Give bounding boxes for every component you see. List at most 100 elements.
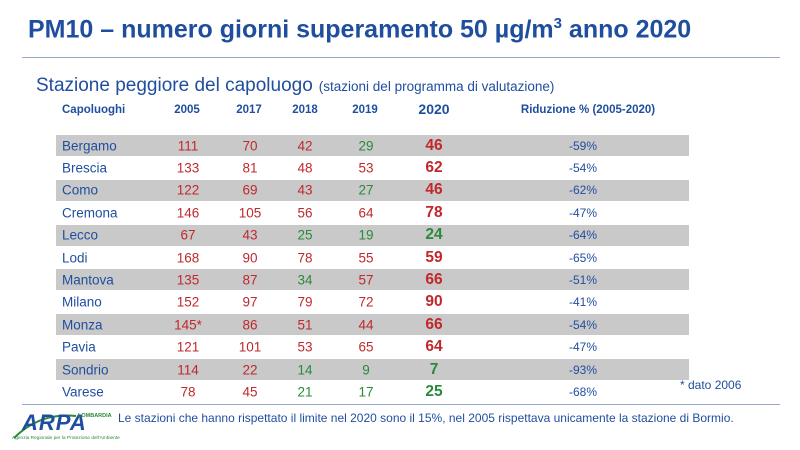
cell-v2020: 7 [429,360,439,378]
cell-v2019: 29 [358,138,374,153]
table-row: Lodi 168 90 78 55 59 -65% [56,247,689,268]
city-name: Milano [62,294,102,310]
city-name: Lodi [62,250,88,265]
title-divider [22,57,780,58]
cell-v2005: 111 [177,138,199,153]
table-row: Mantova 135 87 34 57 66 -51% [56,269,689,291]
cell-v2005: 133 [176,160,200,176]
table-row: Cremona 146 105 56 64 78 -47% [56,202,689,223]
cell-v2020: 66 [425,270,443,288]
cell-v2019: 57 [358,272,374,288]
cell-v2017: 22 [242,362,258,377]
cell-v2017: 101 [238,339,262,355]
cell-v2019: 53 [358,160,374,176]
cell-v2019: 72 [358,294,374,310]
arpa-logo-text: ARPA [22,410,87,435]
table-row: Lecco 67 43 25 19 24 -64% [56,224,689,246]
cell-reduction: -47% [568,205,598,220]
cell-v2020: 25 [425,382,443,400]
cell-v2005: 122 [176,182,200,198]
footer-divider [22,404,780,405]
city-name: Lecco [62,227,99,243]
cell-v2020: 66 [425,315,443,333]
cell-v2017: 97 [242,294,258,310]
header-reduction: Riduzione % (2005-2020) [520,104,656,116]
table-row: Bergamo 111 70 42 29 46 -59% [56,135,689,156]
header-2017: 2017 [236,104,262,116]
cell-reduction: -47% [568,340,598,355]
header-2020: 2020 [418,101,450,117]
header-city: Capoluoghi [62,104,126,116]
cell-v2019: 64 [358,205,374,221]
cell-v2019: 27 [358,182,374,198]
cell-v2018: 14 [297,362,313,377]
cell-v2018: 78 [297,250,313,265]
cell-v2005: 145* [174,317,202,333]
cell-v2018: 53 [297,339,313,355]
cell-v2019: 19 [358,227,374,243]
cell-v2017: 70 [242,138,258,153]
city-name: Monza [62,317,103,333]
cell-v2017: 69 [242,182,258,198]
city-name: Como [62,182,99,198]
subtitle-main: Stazione peggiore del capoluogo [36,75,313,96]
cell-v2020: 64 [425,338,443,356]
city-name: Sondrio [62,362,109,377]
cell-reduction: -59% [568,138,598,153]
table-row: Como 122 69 43 27 46 -62% [56,179,689,201]
cell-reduction: -51% [568,272,598,287]
cell-v2017: 87 [242,272,258,288]
cell-v2018: 56 [297,205,313,221]
table-row: Brescia 133 81 48 53 62 -54% [56,157,689,178]
cell-v2017: 43 [242,227,258,243]
cell-v2020: 24 [425,226,443,244]
header-2019: 2019 [352,104,378,116]
cell-v2018: 48 [297,160,313,176]
cell-v2018: 21 [297,384,313,400]
cell-reduction: -54% [568,317,598,332]
cell-reduction: -62% [568,183,598,198]
cell-v2005: 67 [180,227,196,243]
cell-v2019: 65 [358,339,374,355]
table-row: Pavia 121 101 53 65 64 -47% [56,337,689,358]
cell-v2019: 55 [358,250,374,265]
cell-v2018: 51 [297,317,313,333]
cell-v2018: 42 [297,138,313,153]
page-title: PM10 – numero giorni superamento 50 µg/m… [28,15,692,44]
cell-v2018: 43 [297,182,313,198]
cell-v2017: 45 [242,384,258,400]
header-2018: 2018 [292,104,318,116]
city-name: Brescia [62,160,108,176]
cell-v2018: 79 [297,294,313,310]
header-2005: 2005 [174,104,200,116]
cell-reduction: -65% [568,250,598,265]
arpa-logo-swoosh [13,414,77,439]
cell-v2019: 9 [362,362,370,377]
subtitle: Stazione peggiore del capoluogo (stazioni… [36,75,554,97]
cell-v2017: 86 [242,317,258,333]
cell-v2017: 90 [242,250,258,265]
city-name: Bergamo [62,138,117,153]
cell-v2020: 78 [425,203,443,221]
cell-reduction: -54% [568,160,598,175]
cell-v2019: 44 [358,317,374,333]
city-name: Pavia [62,339,96,355]
cell-v2019: 17 [358,384,374,400]
cell-v2020: 62 [425,158,443,176]
cell-v2020: 59 [425,248,443,266]
arpa-logo-tagline: Agenzia Regionale per la Protezione dell… [12,436,120,441]
cell-v2020: 46 [425,136,443,154]
cell-v2005: 146 [176,205,200,221]
arpa-logo-region: LOMBARDIA [78,413,112,419]
cell-reduction: -93% [568,362,598,377]
cell-v2005: 114 [177,362,199,377]
cell-v2020: 90 [425,293,443,311]
city-name: Cremona [62,205,118,221]
cell-v2018: 34 [297,272,313,288]
table-row: Monza 145* 86 51 44 66 -54% [56,314,689,336]
cell-reduction: -64% [568,228,598,243]
table-row: Milano 152 97 79 72 90 -41% [56,292,689,313]
cell-reduction: -41% [568,295,598,310]
cell-v2017: 81 [242,160,258,176]
cell-v2018: 25 [297,227,313,243]
